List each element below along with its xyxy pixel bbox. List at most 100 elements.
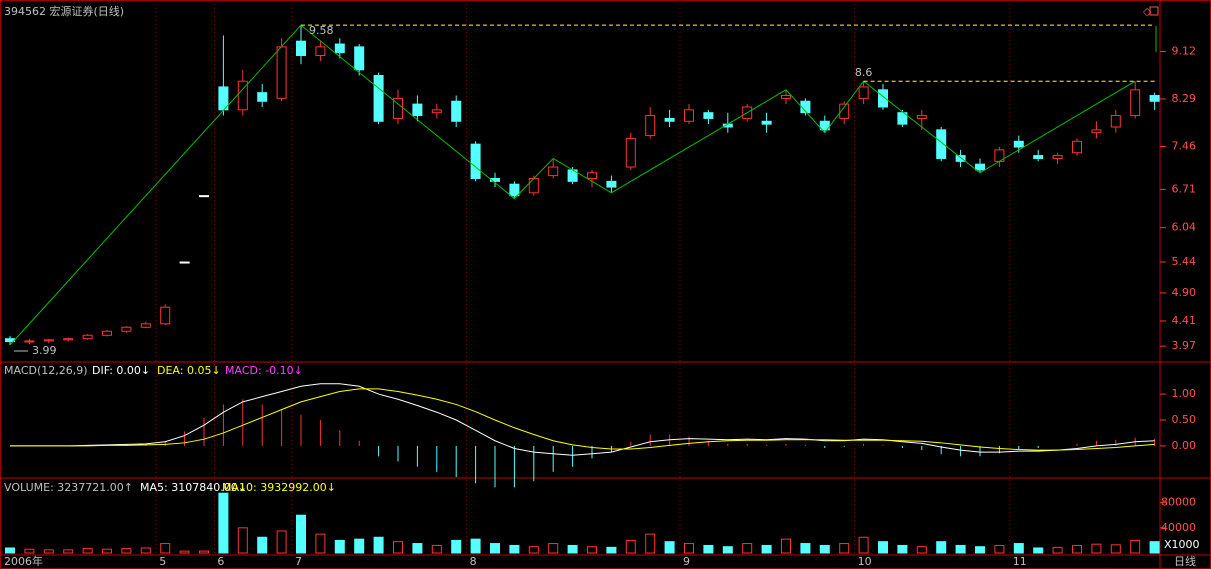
candle-body — [916, 115, 927, 119]
volume-bar — [1072, 544, 1082, 554]
volume-bar — [315, 533, 326, 554]
candle-body — [528, 177, 539, 194]
volume-bar — [470, 538, 481, 554]
candle-body — [82, 334, 93, 340]
candle-body — [606, 180, 617, 188]
volume-bar — [1013, 543, 1024, 554]
candle-body — [897, 112, 908, 125]
volume-bar — [218, 492, 229, 554]
volume-bar — [1052, 546, 1063, 554]
y-tick-label: 80000 — [1161, 496, 1196, 509]
volume-bar — [994, 544, 1005, 554]
volume-bar — [160, 543, 171, 554]
candle-body — [1149, 95, 1160, 102]
volume-bar — [567, 544, 578, 554]
candle-body — [63, 338, 74, 341]
x-tick-label: 11 — [1013, 555, 1027, 568]
candle-body — [334, 43, 345, 54]
volume-bar — [625, 539, 636, 554]
candle-body — [858, 86, 869, 99]
volume-bar — [140, 547, 151, 554]
candle-body — [43, 339, 54, 342]
volume-bar — [781, 538, 791, 554]
candle-body — [393, 97, 403, 119]
volume-bar — [179, 550, 190, 554]
candle-body — [1130, 89, 1141, 117]
candle-body — [296, 40, 306, 56]
candle-body — [587, 172, 597, 179]
volume-bar — [916, 546, 927, 554]
legend-entry: MACD(12,26,9) — [4, 364, 88, 377]
candle-body — [160, 306, 171, 325]
volume-bar — [199, 550, 209, 554]
volume-bar — [742, 543, 753, 554]
legend-entry: MA5: 3107840.00↓ — [140, 481, 247, 494]
y-tick-label: 4.41 — [1172, 314, 1197, 327]
icon[interactable]: ◇ — [1143, 5, 1152, 18]
volume-bar — [5, 547, 15, 554]
volume-bar — [548, 543, 559, 554]
candle-body — [121, 326, 132, 332]
candle-body — [24, 340, 35, 343]
volume-bar — [1149, 541, 1160, 554]
y-tick-label: 1.00 — [1172, 387, 1197, 400]
volume-bar — [528, 546, 539, 554]
candle-body — [490, 177, 500, 182]
dif-line — [10, 383, 1155, 456]
volume-bar — [121, 548, 132, 554]
candle-body — [936, 129, 947, 159]
y-tick-label: 6.04 — [1172, 221, 1197, 234]
legend-entry: DEA: 0.05↓ — [157, 364, 221, 377]
volume-bar — [800, 543, 811, 554]
legend-entry: VOLUME: 3237721.00↑ — [4, 481, 133, 494]
candle-body — [781, 95, 791, 99]
y-tick-label: 40000 — [1161, 521, 1196, 534]
x-tick-label: 2006年 — [4, 554, 43, 568]
volume-bar — [237, 527, 248, 554]
volume-bar — [606, 546, 617, 554]
candle-body — [509, 183, 520, 197]
annotation: 3.99 — [32, 344, 57, 357]
candle-body — [1110, 115, 1121, 128]
volume-bar — [82, 548, 93, 554]
volume-bar — [451, 539, 462, 554]
y-tick-label: 0.50 — [1172, 413, 1197, 426]
candle-body — [276, 46, 287, 99]
candle-body — [1013, 140, 1024, 148]
candle-body — [684, 109, 694, 122]
icon[interactable] — [1149, 6, 1159, 16]
volume-bar — [334, 539, 345, 554]
legend-entry: DIF: 0.00↓ — [92, 364, 150, 377]
volume-bar — [1033, 547, 1044, 554]
volume-bar — [878, 541, 888, 554]
candle-body — [645, 115, 656, 137]
volume-bar — [373, 536, 384, 554]
volume-bar — [975, 546, 985, 554]
y-tick-label: 3.97 — [1172, 339, 1197, 352]
volume-bar — [257, 536, 268, 554]
volume-bar — [24, 548, 35, 554]
candle-body — [140, 323, 151, 328]
volume-bar — [761, 544, 772, 554]
x-tick-label: 10 — [858, 555, 872, 568]
volume-bar — [858, 536, 869, 554]
volume-bar — [354, 538, 365, 554]
candle-body — [878, 89, 888, 108]
volume-bar — [102, 548, 112, 554]
candle-body — [199, 195, 209, 198]
period-label: 日线 — [1174, 554, 1196, 568]
candle-body — [1033, 155, 1044, 159]
y-tick-label: 8.29 — [1172, 92, 1197, 105]
y-tick-label: 5.44 — [1172, 255, 1197, 268]
candle-body — [354, 46, 365, 71]
candle-body — [955, 155, 966, 162]
x-tick-label: 7 — [295, 555, 302, 568]
volume-bar — [1110, 544, 1121, 554]
volume-bar — [509, 544, 520, 554]
y-tick-label: 0.00 — [1172, 439, 1197, 452]
volume-bar — [63, 549, 74, 554]
y-tick-label: 4.90 — [1172, 286, 1197, 299]
volume-bar — [1091, 543, 1102, 554]
